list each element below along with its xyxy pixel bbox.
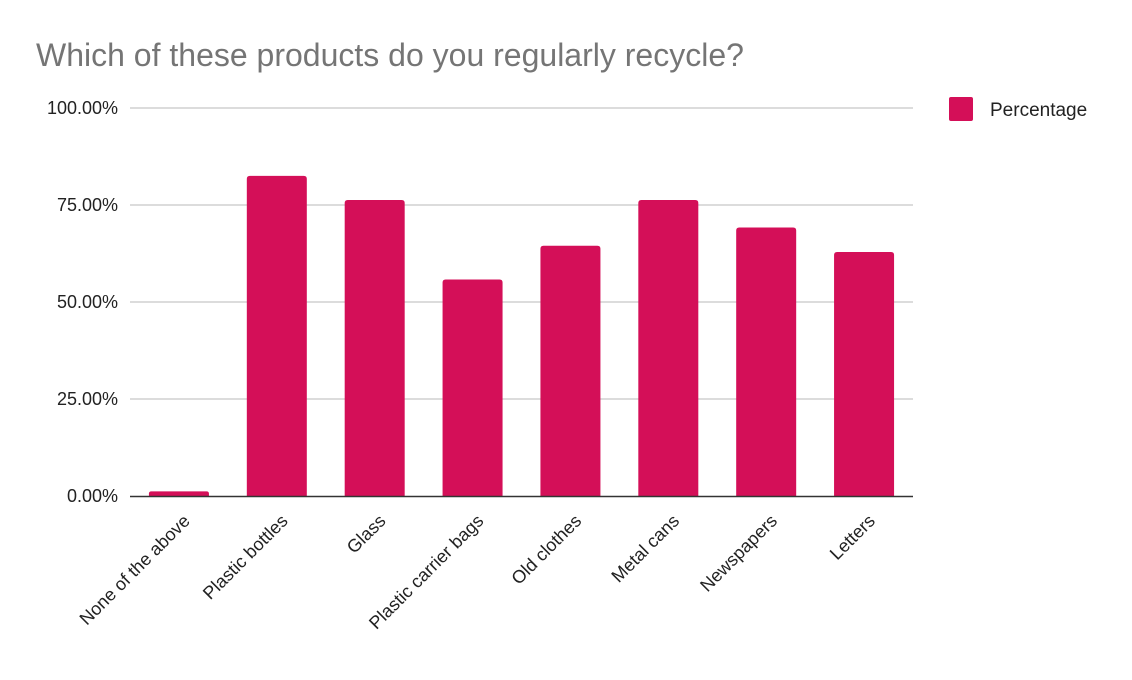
bar-metal-cans (638, 199, 699, 496)
x-tick-label: Newspapers (696, 511, 781, 596)
y-tick-label: 0.00% (67, 486, 118, 506)
bar-plastic-bottles (246, 175, 307, 496)
y-tick-label: 75.00% (57, 195, 118, 215)
bar-newspapers (736, 227, 797, 496)
legend: Percentage (949, 97, 1087, 121)
chart-title: Which of these products do you regularly… (36, 37, 744, 73)
legend-label-percentage: Percentage (990, 100, 1087, 121)
bar-old-clothes (540, 245, 601, 496)
y-tick-label: 25.00% (57, 389, 118, 409)
bar-letters (834, 251, 895, 496)
bars (148, 175, 895, 496)
x-tick-label: Letters (826, 511, 879, 564)
y-tick-label: 100.00% (47, 98, 118, 118)
x-tick-label: Metal cans (607, 511, 683, 587)
x-tick-label: None of the above (76, 511, 194, 629)
legend-swatch (949, 97, 973, 121)
bar-none-of-the-above (148, 491, 209, 496)
x-axis-ticks: None of the above Plastic bottles GlassPla… (76, 511, 879, 633)
x-tick-label: Glass (343, 511, 390, 558)
y-axis-ticks: 0.00% 25.00% 50.00% 75.00% 100.00% (47, 98, 118, 506)
x-tick-label: Old clothes (507, 511, 585, 589)
x-tick-label: Plastic bottles (199, 511, 292, 604)
y-tick-label: 50.00% (57, 292, 118, 312)
bar-plastic-carrier-bags (442, 279, 503, 496)
bar-glass (344, 199, 405, 496)
